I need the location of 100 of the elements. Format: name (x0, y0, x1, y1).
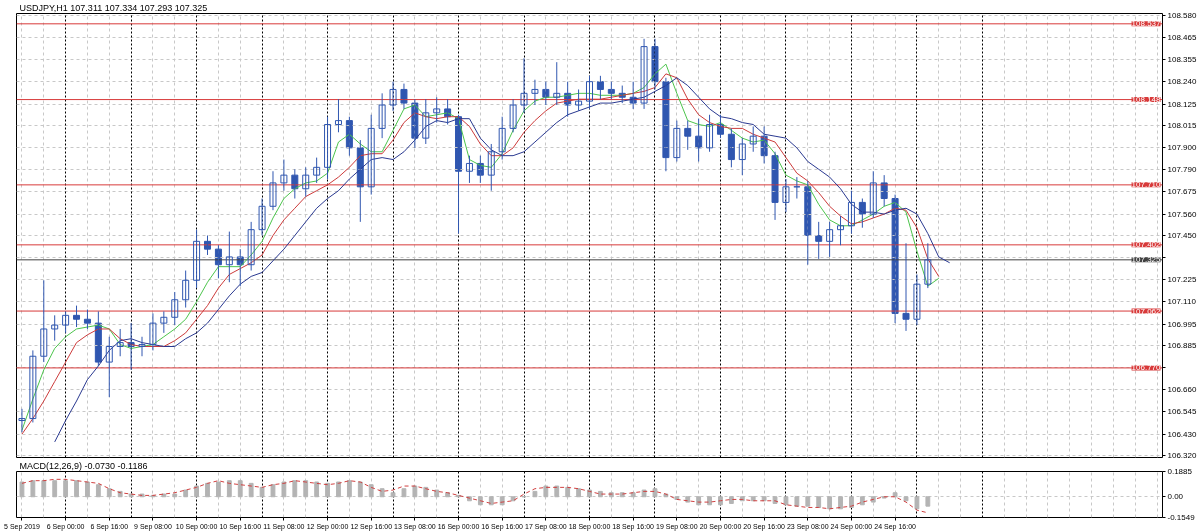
candlestick (738, 137, 746, 176)
candlestick (749, 125, 757, 153)
ref-line-label: 107.325 (1131, 255, 1162, 265)
bar (30, 480, 36, 498)
bar (172, 493, 178, 498)
bar (325, 482, 330, 498)
candlestick (280, 159, 288, 192)
bar (652, 488, 658, 498)
bar (390, 492, 396, 498)
candlestick (924, 242, 932, 289)
bar (19, 481, 25, 498)
candlestick (520, 57, 528, 114)
bar (303, 480, 309, 498)
bar (750, 496, 756, 502)
y-tick-label: 107.790 (1167, 164, 1197, 174)
y-tick-label: 108.580 (1167, 10, 1197, 20)
bar (183, 489, 189, 498)
candlestick (116, 328, 124, 357)
bar (925, 496, 931, 507)
bar (685, 496, 691, 503)
candlestick (826, 221, 834, 258)
y-tick-label: 0.00 (1167, 492, 1184, 502)
candlestick (51, 314, 59, 342)
y-tick-label: 108.465 (1167, 33, 1197, 43)
candlestick (149, 312, 157, 351)
bar (346, 480, 352, 498)
candlestick (247, 221, 255, 272)
candlestick (586, 75, 593, 110)
candlestick (62, 310, 70, 334)
chart-title: MACD(12,26,9) -0.0730 -0.1186 (19, 461, 148, 471)
candlestick (869, 170, 877, 219)
bar (510, 496, 516, 502)
ref-line-label: 108.537 (1131, 19, 1162, 29)
chart-title: USDJPY,H1 107.311 107.334 107.293 107.325 (19, 3, 208, 13)
bar (194, 485, 199, 498)
y-tick-label: -0.1549 (1167, 513, 1196, 522)
y-tick-label: 108.125 (1167, 99, 1197, 109)
candlestick (553, 61, 561, 106)
bar (85, 481, 90, 498)
candlestick (324, 116, 332, 180)
candlestick (465, 155, 473, 184)
candlestick (225, 231, 233, 283)
candlestick (487, 143, 495, 192)
candlestick (837, 215, 845, 246)
bar (52, 480, 58, 498)
bar (554, 485, 560, 498)
bar (838, 496, 843, 510)
y-tick-label: 106.660 (1167, 384, 1197, 394)
bar (488, 496, 494, 506)
y-tick-label: 107.900 (1167, 143, 1197, 153)
bar (674, 496, 680, 500)
candlestick (575, 88, 583, 112)
y-tick-label: 107.560 (1167, 209, 1197, 219)
bar (41, 480, 47, 498)
bar (543, 485, 549, 498)
bar (357, 481, 363, 498)
candlestick (171, 291, 179, 326)
bar (336, 481, 341, 498)
ref-line-label: 107.402 (1131, 240, 1162, 250)
bar (576, 488, 581, 498)
candlestick (782, 178, 790, 213)
bar (106, 488, 112, 498)
candlestick (389, 81, 397, 112)
bar (205, 482, 210, 498)
bar (892, 492, 898, 498)
bar (532, 490, 538, 498)
ref-line-label: 106.770 (1131, 363, 1162, 373)
bar (270, 484, 276, 498)
bar (728, 496, 734, 504)
bar (63, 480, 69, 498)
bar (368, 484, 374, 498)
candlestick (378, 92, 386, 139)
candlestick (531, 79, 539, 106)
bar (95, 484, 101, 498)
bar (74, 480, 79, 498)
candlestick (706, 114, 714, 153)
bar (281, 481, 287, 498)
bar (401, 488, 407, 498)
bar (859, 496, 865, 506)
candlestick (607, 81, 615, 100)
bar (434, 489, 440, 498)
ref-line-label: 107.710 (1131, 180, 1162, 190)
candlestick (193, 229, 201, 289)
bar (914, 496, 920, 510)
candlestick (313, 157, 321, 184)
candlestick (18, 408, 26, 433)
y-tick-label: 106.545 (1167, 407, 1197, 417)
bar (259, 486, 265, 498)
bar (216, 481, 221, 498)
candlestick (334, 98, 342, 133)
y-tick-label: 107.675 (1167, 187, 1197, 197)
candlestick (433, 96, 441, 124)
candlestick (422, 98, 430, 145)
line-series (21, 478, 929, 514)
bar (248, 482, 254, 498)
y-tick-label: 106.995 (1167, 319, 1197, 329)
bar (903, 496, 909, 502)
bar (805, 496, 811, 507)
y-tick-label: 0.1885 (1167, 467, 1193, 476)
y-tick-label: 108.015 (1167, 120, 1197, 130)
